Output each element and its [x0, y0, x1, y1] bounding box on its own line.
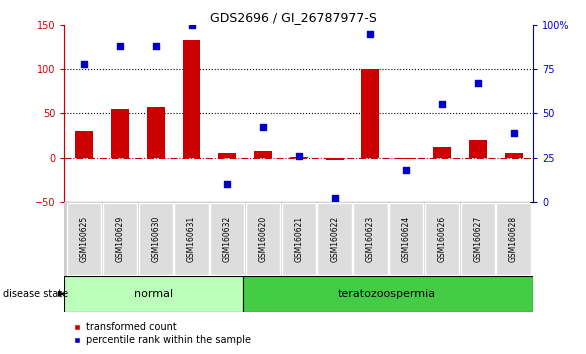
Bar [146, 107, 165, 158]
Point [401, 167, 411, 173]
Bar [362, 69, 379, 158]
Text: GDS2696 / GI_26787977-S: GDS2696 / GI_26787977-S [210, 11, 376, 24]
Point [151, 43, 161, 49]
Text: GSM160623: GSM160623 [366, 216, 375, 262]
Text: GSM160632: GSM160632 [223, 216, 232, 262]
FancyBboxPatch shape [246, 203, 280, 275]
FancyBboxPatch shape [64, 202, 530, 276]
Bar [290, 156, 308, 158]
Text: GSM160622: GSM160622 [330, 216, 339, 262]
Text: GSM160628: GSM160628 [509, 216, 518, 262]
Text: GSM160621: GSM160621 [294, 216, 304, 262]
FancyBboxPatch shape [389, 203, 424, 275]
FancyBboxPatch shape [425, 203, 459, 275]
FancyBboxPatch shape [318, 203, 352, 275]
Text: GSM160629: GSM160629 [115, 216, 124, 262]
FancyBboxPatch shape [103, 203, 137, 275]
Point [187, 22, 196, 28]
Bar [505, 153, 523, 158]
FancyBboxPatch shape [138, 203, 173, 275]
Bar [111, 109, 129, 158]
Text: GSM160624: GSM160624 [402, 216, 411, 262]
Text: teratozoospermia: teratozoospermia [338, 289, 435, 299]
Text: GSM160625: GSM160625 [80, 216, 88, 262]
Bar [397, 158, 415, 159]
Point [473, 80, 482, 86]
FancyBboxPatch shape [174, 203, 209, 275]
FancyBboxPatch shape [461, 203, 495, 275]
Text: GSM160626: GSM160626 [438, 216, 447, 262]
FancyBboxPatch shape [282, 203, 316, 275]
Bar [326, 158, 343, 160]
Text: GSM160630: GSM160630 [151, 216, 160, 262]
Text: GSM160620: GSM160620 [258, 216, 268, 262]
Bar [469, 140, 487, 158]
Text: GSM160631: GSM160631 [187, 216, 196, 262]
FancyBboxPatch shape [210, 203, 244, 275]
FancyBboxPatch shape [64, 276, 243, 312]
Legend: transformed count, percentile rank within the sample: transformed count, percentile rank withi… [69, 319, 255, 349]
Point [294, 153, 304, 159]
Point [223, 181, 232, 187]
Point [80, 61, 89, 67]
Point [437, 102, 447, 107]
Point [330, 195, 339, 201]
Point [258, 125, 268, 130]
Text: normal: normal [134, 289, 173, 299]
FancyBboxPatch shape [353, 203, 387, 275]
Bar [183, 40, 200, 158]
FancyBboxPatch shape [243, 276, 533, 312]
FancyBboxPatch shape [67, 203, 101, 275]
Point [115, 43, 125, 49]
Point [366, 31, 375, 36]
Point [509, 130, 518, 136]
Bar [219, 153, 236, 158]
FancyBboxPatch shape [496, 203, 531, 275]
Bar [254, 152, 272, 158]
Bar [75, 131, 93, 158]
Bar [433, 147, 451, 158]
Text: GSM160627: GSM160627 [473, 216, 482, 262]
Text: disease state: disease state [3, 289, 68, 299]
